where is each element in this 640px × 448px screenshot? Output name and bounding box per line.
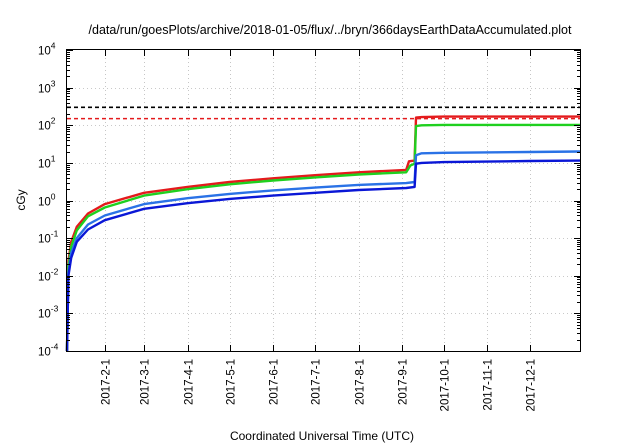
y-tick-exponent: 2: [51, 116, 56, 126]
x-tick-label: 2017-9-1: [398, 359, 410, 405]
y-tick-label: 10-1: [38, 229, 59, 246]
y-tick-exponent: 0: [51, 192, 56, 202]
y-tick-exponent: 1: [51, 154, 56, 164]
series-line: [65, 123, 580, 352]
x-tick-label: 2017-10-1: [440, 359, 452, 411]
grid: [67, 50, 580, 351]
reference-lines: [67, 106, 580, 120]
x-tick-label: 2017-2-1: [101, 359, 113, 405]
y-tick-label: 103: [38, 79, 56, 96]
x-tick-label: 2017-7-1: [311, 359, 323, 405]
x-tick-label: 2017-4-1: [184, 359, 196, 405]
y-tick-label: 101: [38, 154, 56, 171]
series-line: [65, 150, 581, 352]
y-tick-label: 102: [38, 116, 56, 133]
x-tick-label: 2017-6-1: [269, 359, 281, 405]
x-tick-label: 2017-12-1: [526, 359, 538, 411]
y-tick-label: 10-4: [38, 342, 59, 359]
x-tick-label: 2017-5-1: [226, 359, 238, 405]
x-axis: 2017-2-1 2017-3-1 2017-4-1 2017-5-1 2017-6-1…: [101, 50, 538, 411]
y-tick-exponent: -4: [51, 342, 59, 352]
y-tick-label: 104: [38, 41, 56, 58]
series-layer: [65, 115, 581, 352]
y-axis-label: cGy: [14, 189, 28, 210]
chart-title: /data/run/goesPlots/archive/2018-01-05/f…: [89, 23, 572, 37]
y-tick-exponent: -2: [51, 267, 59, 277]
y-tick-exponent: -1: [51, 229, 59, 239]
y-tick-exponent: 4: [51, 41, 56, 51]
y-tick-exponent: 3: [51, 79, 56, 89]
x-tick-label: 2017-11-1: [483, 359, 495, 411]
x-axis-label: Coordinated Universal Time (UTC): [230, 429, 414, 443]
series-line: [65, 115, 580, 352]
series-line: [65, 159, 581, 352]
y-tick-exponent: -3: [51, 304, 59, 314]
plot-frame: [66, 49, 581, 352]
x-tick-label: 2017-3-1: [140, 359, 152, 405]
y-tick-label: 100: [38, 192, 56, 209]
y-tick-label: 10-2: [38, 267, 59, 284]
y-tick-label: 10-3: [38, 304, 59, 321]
x-tick-label: 2017-8-1: [355, 359, 367, 405]
